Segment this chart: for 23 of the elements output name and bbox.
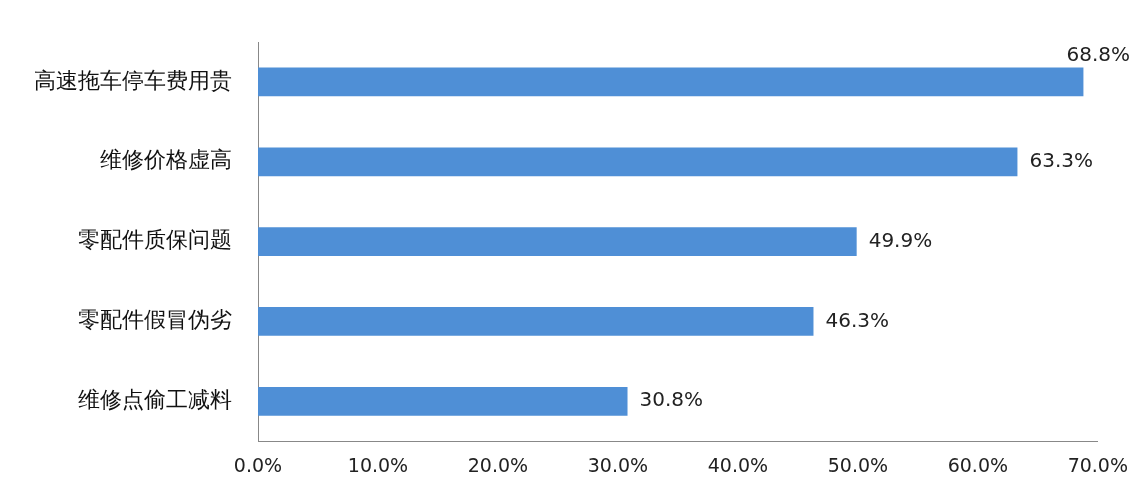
y-tick-label: 维修价格虚高: [100, 147, 232, 173]
bar: [258, 67, 1084, 97]
bar: [258, 386, 628, 416]
x-tick-label: 40.0%: [707, 453, 769, 476]
y-tick-label: 零配件假冒伪劣: [78, 307, 232, 333]
x-tick-label: 50.0%: [827, 453, 889, 476]
bar: [258, 307, 814, 336]
y-tick-label: 维修点偷工减料: [78, 387, 232, 412]
bar: [258, 147, 1018, 177]
y-tick-label: 零配件质保问题: [78, 227, 232, 253]
x-tick-label: 60.0%: [947, 453, 1009, 476]
data-label: 30.8%: [639, 387, 704, 412]
x-tick-label: 20.0%: [467, 453, 529, 476]
x-tick-label: 30.0%: [587, 453, 649, 476]
x-tick-label: 70.0%: [1067, 453, 1128, 476]
x-tick-label: 0.0%: [233, 453, 283, 476]
data-label: 46.3%: [825, 307, 890, 332]
y-tick-label: 高速拖车停车费用贵: [34, 67, 232, 93]
data-label: 63.3%: [1029, 147, 1093, 172]
data-label: 68.8%: [1066, 42, 1131, 67]
bar: [258, 227, 857, 256]
data-label: 49.9%: [868, 227, 933, 252]
x-tick-label: 10.0%: [347, 453, 409, 476]
